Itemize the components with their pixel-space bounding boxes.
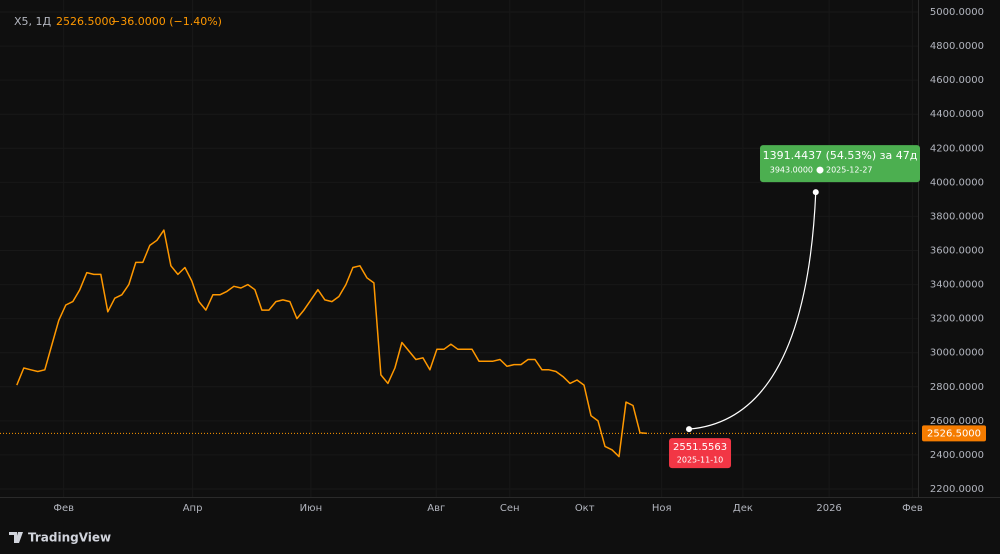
projection-change: 1391.4437 (54.53%) за 47д <box>763 149 918 162</box>
x-tick-label: Окт <box>575 503 595 514</box>
logo-text: TradingView <box>28 531 111 545</box>
start-value: 2551.5563 <box>673 442 727 453</box>
y-tick-label: 5000.0000 <box>930 7 984 18</box>
y-tick-label: 2200.0000 <box>930 484 984 495</box>
end-label-box <box>760 145 920 183</box>
price-line <box>16 229 648 458</box>
y-tick-label: 4200.0000 <box>930 143 984 154</box>
y-tick-label: 4800.0000 <box>930 41 984 52</box>
start-label-box <box>669 438 732 469</box>
x-tick-label: Фев <box>902 503 923 514</box>
x-tick-label: 2026 <box>816 503 841 514</box>
end-value: 3943.0000 <box>770 166 813 175</box>
x-tick-label: Фев <box>53 503 74 514</box>
start-date: 2025-11-10 <box>677 456 724 465</box>
y-tick-label: 2600.0000 <box>930 416 984 427</box>
y-tick-label: 4000.0000 <box>930 177 984 188</box>
clock-icon <box>816 166 824 174</box>
y-tick-label: 4600.0000 <box>930 75 984 86</box>
projection-end <box>812 189 819 196</box>
y-tick-label: 2400.0000 <box>930 450 984 461</box>
y-tick-label: 3400.0000 <box>930 280 984 291</box>
y-tick-label: 4400.0000 <box>930 109 984 120</box>
y-tick-label: 3800.0000 <box>930 211 984 222</box>
header-price: 2526.5000 <box>56 15 116 28</box>
y-tick-label: 3000.0000 <box>930 348 984 359</box>
y-tick-label: 2800.0000 <box>930 382 984 393</box>
grid <box>0 0 918 497</box>
x-tick-label: Сен <box>500 503 520 514</box>
projection-curve <box>688 192 817 430</box>
x-tick-label: Апр <box>183 503 203 514</box>
logo: TradingView <box>9 531 111 545</box>
x-tick-label: Авг <box>427 503 445 514</box>
symbol: X5, 1Д <box>14 15 52 28</box>
logo-icon <box>9 532 23 543</box>
end-date: 2025-12-27 <box>826 166 873 175</box>
y-tick-label: 3600.0000 <box>930 246 984 257</box>
y-tick-label: 3200.0000 <box>930 314 984 325</box>
header-change: −36.0000 (−1.40%) <box>111 15 222 28</box>
x-tick-label: Ноя <box>652 503 672 514</box>
x-tick-label: Дек <box>733 503 753 514</box>
x-tick-label: Июн <box>300 503 322 514</box>
last-price-tag <box>922 425 986 442</box>
last-price-label: 2526.5000 <box>927 428 981 439</box>
projection-start <box>686 426 693 433</box>
